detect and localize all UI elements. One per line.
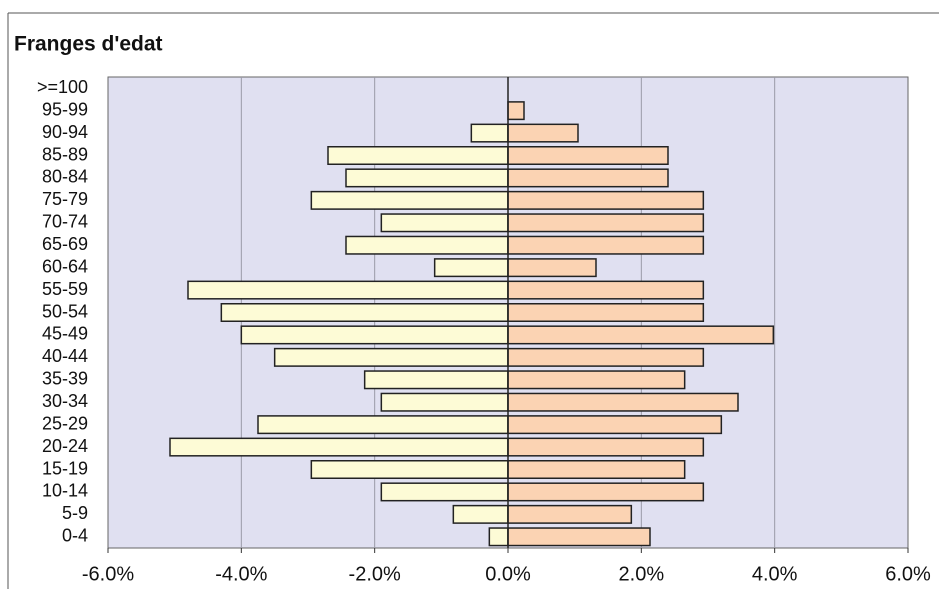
y-tick-label: 80-84	[42, 167, 88, 187]
x-tick-label: -4.0%	[215, 563, 267, 585]
bar	[507, 415, 723, 435]
bar	[507, 303, 705, 322]
y-tick-label: 15-19	[42, 458, 88, 478]
bar	[507, 370, 686, 390]
y-tick-label: 65-69	[42, 234, 88, 254]
x-tick-label: -2.0%	[349, 563, 401, 585]
bar	[380, 392, 509, 412]
x-tick-label: 0.0%	[485, 563, 531, 585]
y-tick-label: 0-4	[62, 526, 88, 546]
y-tick-label: 60-64	[42, 256, 88, 276]
bar	[310, 190, 509, 210]
bar	[507, 213, 705, 233]
bar	[380, 482, 509, 502]
bar	[452, 504, 509, 524]
bar	[169, 437, 509, 457]
x-tick-label: 4.0%	[752, 563, 798, 585]
bar	[345, 168, 509, 188]
y-tick-label: 50-54	[42, 301, 88, 321]
bar	[507, 527, 651, 547]
bar	[507, 482, 705, 502]
bar	[507, 325, 775, 345]
y-tick-label: 30-34	[42, 391, 88, 411]
y-tick-label: 10-14	[42, 481, 88, 501]
y-tick-label: 75-79	[42, 189, 88, 209]
bar	[507, 258, 597, 278]
bar	[257, 415, 509, 435]
y-tick-label: 95-99	[42, 99, 88, 119]
y-tick-label: 85-89	[42, 144, 88, 164]
bar	[380, 213, 509, 233]
y-tick-label: 55-59	[42, 279, 88, 299]
y-tick-label: 45-49	[42, 324, 88, 344]
bar	[240, 325, 509, 345]
y-tick-label: 25-29	[42, 413, 88, 433]
bar	[507, 235, 705, 255]
y-tick-label: 35-39	[42, 369, 88, 389]
x-tick-label: 6.0%	[885, 563, 931, 585]
y-tick-label: >=100	[37, 77, 88, 97]
bar	[507, 168, 669, 188]
x-tick-label: 2.0%	[619, 563, 665, 585]
x-tick-label: -6.0%	[82, 563, 134, 585]
bar	[345, 235, 509, 255]
bar	[470, 123, 509, 143]
bar	[507, 460, 686, 479]
chart-title: Franges d'edat	[14, 33, 163, 56]
y-tick-label: 70-74	[42, 212, 88, 232]
y-tick-label: 20-24	[42, 436, 88, 456]
bar	[273, 347, 509, 367]
bar	[507, 392, 739, 412]
bar	[327, 146, 509, 165]
bar	[363, 370, 509, 390]
bar	[507, 347, 705, 367]
bar	[507, 146, 669, 165]
bar	[507, 504, 633, 524]
y-tick-label: 5-9	[62, 503, 88, 523]
bar	[507, 190, 705, 210]
y-tick-label: 40-44	[42, 346, 88, 366]
bar	[507, 123, 579, 143]
bar	[488, 527, 509, 547]
bar	[507, 101, 525, 121]
bar	[187, 280, 509, 300]
y-tick-label: 90-94	[42, 122, 88, 142]
bar	[433, 258, 509, 278]
bar	[220, 303, 509, 322]
bar	[310, 460, 509, 479]
bar	[507, 280, 705, 300]
bar	[507, 437, 705, 457]
